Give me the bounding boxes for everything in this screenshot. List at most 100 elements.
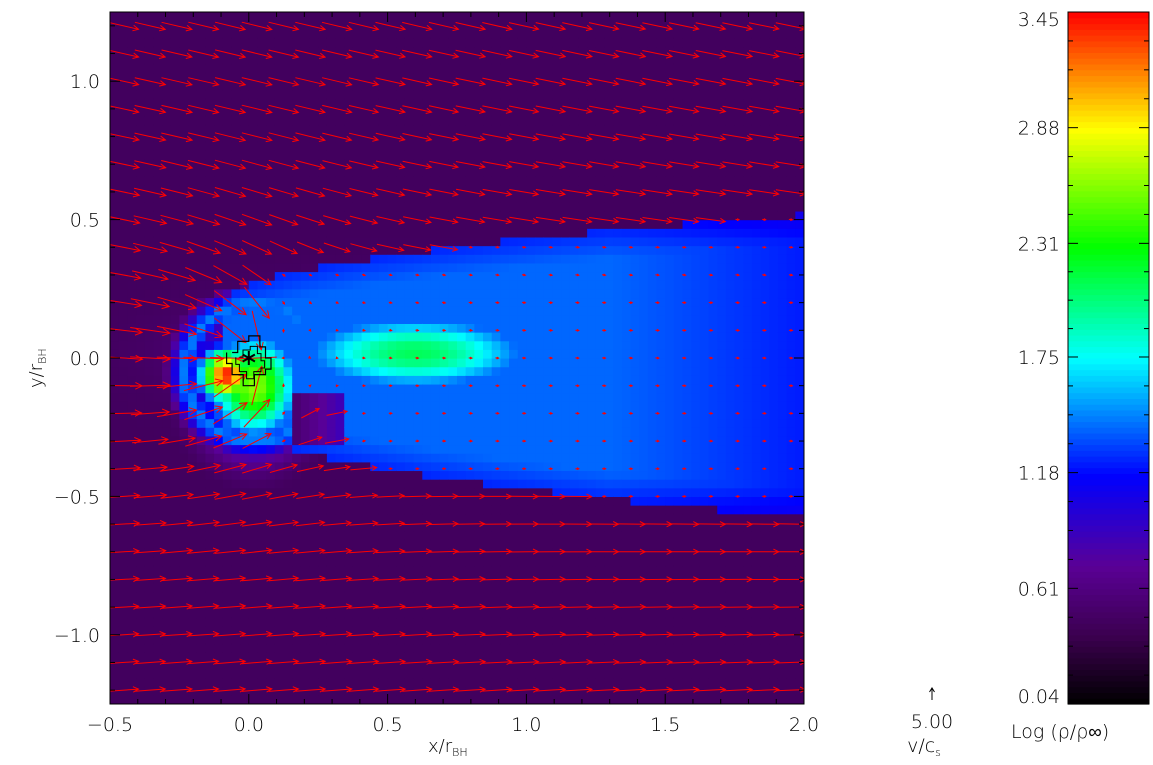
heatmap-cell <box>613 539 623 549</box>
heatmap-cell <box>170 513 180 523</box>
heatmap-cell <box>214 444 224 454</box>
heatmap-cell <box>214 37 224 48</box>
heatmap-cell <box>543 340 554 350</box>
heatmap-cell <box>543 115 554 126</box>
heatmap-cell <box>153 219 163 229</box>
heatmap-cell <box>639 531 649 541</box>
heatmap-cell <box>118 167 128 177</box>
heatmap-cell <box>196 323 207 333</box>
heatmap-cell <box>266 314 276 324</box>
heatmap-cell <box>292 634 302 645</box>
heatmap-cell <box>292 332 302 342</box>
heatmap-cell <box>222 358 233 368</box>
heatmap-cell <box>543 435 554 446</box>
heatmap-cell <box>587 505 597 515</box>
heatmap-cell <box>326 141 337 151</box>
heatmap-cell <box>561 608 571 619</box>
heatmap-cell <box>378 89 389 100</box>
heatmap-cell <box>413 556 423 567</box>
heatmap-cell <box>257 254 267 264</box>
heatmap-cell <box>309 600 319 610</box>
heatmap-cell <box>266 98 276 108</box>
heatmap-cell <box>422 12 432 22</box>
heatmap-cell <box>422 228 432 238</box>
heatmap-cell <box>621 539 632 549</box>
heatmap-cell <box>162 678 172 688</box>
heatmap-cell <box>509 617 519 627</box>
heatmap-cell <box>552 366 562 376</box>
heatmap-cell <box>283 167 293 177</box>
heatmap-cell <box>535 314 545 324</box>
heatmap-cell <box>153 124 163 134</box>
heatmap-cell <box>422 72 432 82</box>
heatmap-cell <box>404 444 415 454</box>
heatmap-cell <box>387 479 397 489</box>
heatmap-cell <box>361 115 371 126</box>
heatmap-cell <box>491 115 501 126</box>
heatmap-cell <box>569 219 580 229</box>
heatmap-cell <box>370 72 380 82</box>
heatmap-cell <box>214 418 224 428</box>
heatmap-cell <box>352 678 363 688</box>
heatmap-cell <box>326 20 337 30</box>
heatmap-cell <box>318 539 328 549</box>
heatmap-cell <box>240 288 250 299</box>
heatmap-cell <box>179 254 189 264</box>
heatmap-cell <box>613 470 623 480</box>
heatmap-cell <box>587 133 597 143</box>
heatmap-cell <box>222 678 233 688</box>
heatmap-cell <box>378 245 389 255</box>
heatmap-cell <box>222 306 233 316</box>
heatmap-cell <box>231 55 241 65</box>
heatmap-cell <box>370 470 380 480</box>
heatmap-cell <box>396 660 406 670</box>
heatmap-cell <box>430 608 441 619</box>
heatmap-cell <box>118 591 128 601</box>
heatmap-cell <box>430 418 441 428</box>
heatmap-cell <box>378 608 389 619</box>
heatmap-cell <box>205 141 215 151</box>
heatmap-cell <box>621 418 632 428</box>
heatmap-cell <box>517 686 528 696</box>
heatmap-cell <box>396 167 406 177</box>
heatmap-cell <box>404 245 415 255</box>
heatmap-cell <box>352 262 363 273</box>
heatmap-cell <box>578 55 588 65</box>
heatmap-cell <box>621 487 632 497</box>
heatmap-cell <box>639 280 649 290</box>
heatmap-cell <box>257 98 267 108</box>
heatmap-cell <box>578 444 588 454</box>
heatmap-cell <box>595 133 606 143</box>
heatmap-cell <box>543 634 554 645</box>
heatmap-cell <box>552 565 562 575</box>
heatmap-cell <box>474 20 484 30</box>
heatmap-cell <box>266 37 276 48</box>
heatmap-cell <box>491 695 501 704</box>
heatmap-cell <box>179 167 189 177</box>
heatmap-cell <box>378 107 389 117</box>
heatmap-cell <box>136 306 146 316</box>
heatmap-cell <box>370 193 380 203</box>
heatmap-cell <box>500 556 510 567</box>
heatmap-cell <box>344 634 354 645</box>
heatmap-cell <box>240 505 250 515</box>
heatmap-cell <box>318 513 328 523</box>
heatmap-cell <box>309 37 319 48</box>
heatmap-cell <box>457 12 467 22</box>
heatmap-cell <box>118 280 128 290</box>
heatmap-cell <box>483 409 493 420</box>
heatmap-cell <box>274 349 285 359</box>
heatmap-cell <box>300 340 311 350</box>
heatmap-cell <box>639 565 649 575</box>
heatmap-cell <box>344 20 354 30</box>
heatmap-cell <box>136 591 146 601</box>
heatmap-cell <box>153 626 163 636</box>
heatmap-cell <box>483 245 493 255</box>
heatmap-cell <box>509 453 519 463</box>
heatmap-cell <box>162 539 172 549</box>
heatmap-cell <box>483 271 493 281</box>
heatmap-cell <box>422 202 432 212</box>
heatmap-cell <box>162 565 172 575</box>
heatmap-cell <box>205 539 215 549</box>
heatmap-cell <box>526 98 536 108</box>
